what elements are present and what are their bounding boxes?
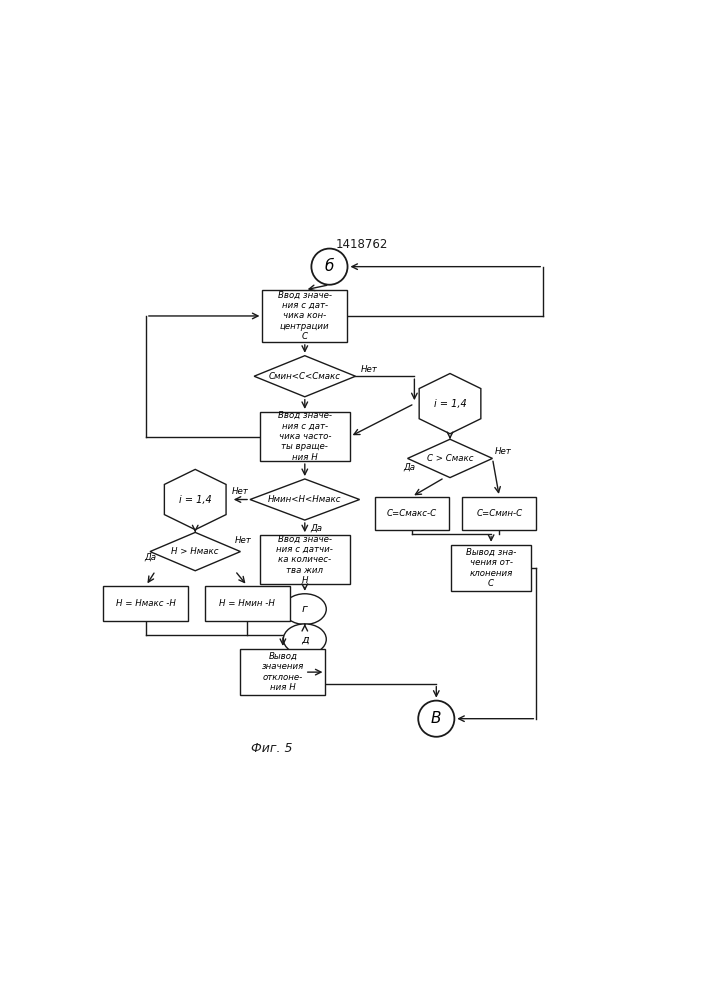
- Bar: [205, 586, 290, 621]
- Text: б: б: [325, 259, 334, 274]
- Text: Нет: Нет: [235, 536, 252, 545]
- Bar: [259, 535, 350, 584]
- Circle shape: [311, 249, 348, 285]
- Text: г: г: [302, 604, 308, 614]
- Polygon shape: [254, 356, 356, 397]
- Text: Смин<С<Смакс: Смин<С<Смакс: [269, 372, 341, 381]
- Text: 1418762: 1418762: [336, 238, 389, 251]
- Bar: [462, 497, 537, 530]
- Text: В: В: [431, 711, 442, 726]
- Text: Да: Да: [310, 524, 322, 533]
- Text: Нет: Нет: [232, 487, 249, 496]
- Bar: [451, 545, 531, 591]
- Text: С=Смакс-С: С=Смакс-С: [387, 509, 437, 518]
- Text: С > Смакс: С > Смакс: [427, 454, 473, 463]
- Polygon shape: [164, 469, 226, 530]
- Polygon shape: [407, 439, 493, 478]
- Bar: [103, 586, 188, 621]
- Polygon shape: [250, 479, 360, 520]
- Text: Фиг. 5: Фиг. 5: [251, 742, 293, 755]
- Text: Ввод значе-
ния с датчи-
ка количес-
тва жил
Н: Ввод значе- ния с датчи- ка количес- тва…: [276, 534, 333, 585]
- Text: Нет: Нет: [495, 447, 512, 456]
- Text: Да: Да: [144, 553, 156, 562]
- Text: Вывод зна-
чения от-
клонения
С: Вывод зна- чения от- клонения С: [466, 548, 516, 588]
- Text: Ввод значе-
ния с дат-
чика кон-
центрации
С: Ввод значе- ния с дат- чика кон- центрац…: [278, 291, 332, 341]
- Text: Да: Да: [404, 462, 416, 471]
- Polygon shape: [150, 532, 240, 571]
- Text: Н = Нмин -Н: Н = Нмин -Н: [219, 599, 275, 608]
- Circle shape: [419, 701, 455, 737]
- Bar: [240, 649, 325, 695]
- Ellipse shape: [284, 624, 327, 655]
- Text: Вывод
значения
отклоне-
ния Н: Вывод значения отклоне- ния Н: [262, 652, 304, 692]
- Ellipse shape: [284, 594, 327, 624]
- Text: Нмин<Н<Нмакс: Нмин<Н<Нмакс: [268, 495, 341, 504]
- Text: Нет: Нет: [361, 365, 378, 374]
- Polygon shape: [419, 373, 481, 434]
- Text: д: д: [301, 634, 309, 644]
- Bar: [262, 290, 347, 342]
- Text: Н > Нмакс: Н > Нмакс: [172, 547, 219, 556]
- Text: i = 1,4: i = 1,4: [433, 399, 467, 409]
- Text: i = 1,4: i = 1,4: [179, 495, 211, 505]
- Text: Ввод значе-
ния с дат-
чика часто-
ты враще-
ния Н: Ввод значе- ния с дат- чика часто- ты вр…: [278, 411, 332, 462]
- Bar: [375, 497, 449, 530]
- Bar: [259, 412, 350, 461]
- Text: С=Смин-С: С=Смин-С: [477, 509, 522, 518]
- Text: Н = Нмакс -Н: Н = Нмакс -Н: [116, 599, 176, 608]
